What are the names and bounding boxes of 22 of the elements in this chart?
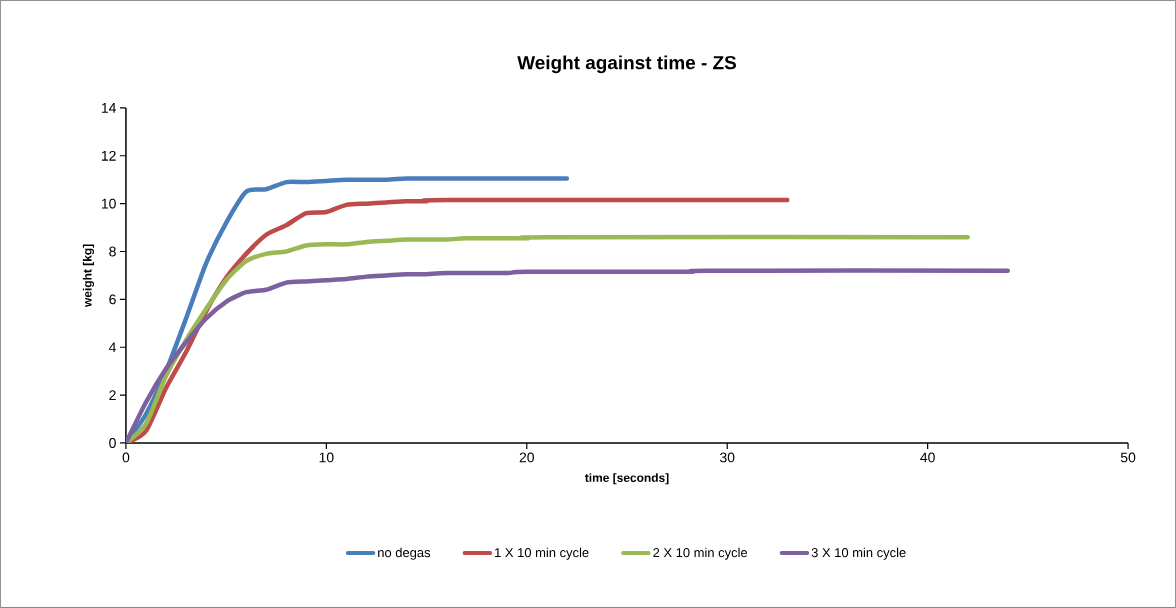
y-tick-label: 14	[101, 103, 116, 113]
y-tick-label: 12	[101, 150, 116, 161]
x-tick-label: 0	[122, 452, 130, 463]
y-tick-label: 6	[109, 294, 116, 305]
x-tick-label: 20	[519, 452, 534, 463]
x-tick-label: 40	[920, 452, 935, 463]
legend-label: 2 X 10 min cycle	[653, 547, 748, 560]
legend-label: no degas	[378, 547, 431, 560]
y-tick-label: 10	[101, 198, 116, 209]
line-series	[125, 268, 1011, 444]
x-axis-title: time [seconds]	[584, 473, 669, 485]
y-axis-title: weight [kg]	[82, 244, 95, 308]
y-tick-label: 4	[108, 342, 116, 353]
x-tick-label: 30	[719, 452, 735, 463]
legend-label: 1 X 10 min cycle	[495, 547, 589, 560]
x-tick-label: 50	[1120, 452, 1136, 463]
y-tick-label: 8	[109, 246, 116, 257]
chart-title: Weight against time - ZS	[517, 55, 736, 74]
y-tick-label: 0	[109, 438, 116, 448]
x-tick-label: 10	[319, 452, 334, 463]
legend-label: 3 X 10 min cycle	[811, 547, 906, 560]
y-tick-label: 2	[109, 390, 116, 401]
